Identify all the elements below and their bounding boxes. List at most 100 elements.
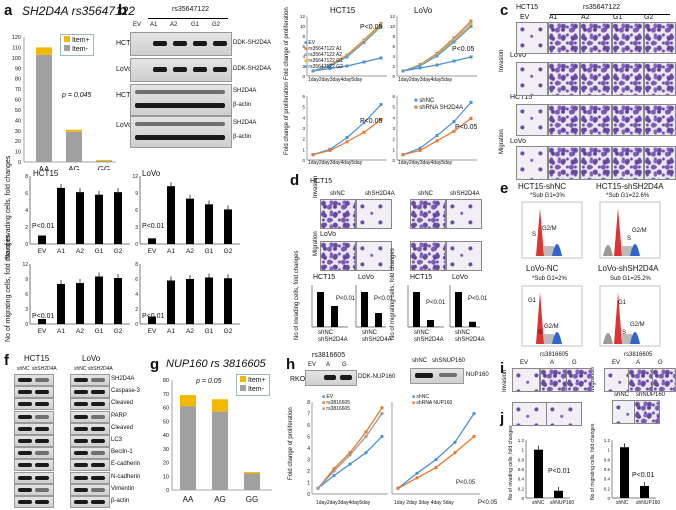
e-g1-peak: [536, 292, 544, 344]
c-col-ev: EV: [520, 14, 530, 21]
growth-ytick: 8: [392, 34, 395, 39]
h-point: [472, 411, 476, 416]
bars-ytick: 0: [135, 322, 138, 328]
d-col4: shSH2D4A: [450, 191, 480, 197]
e-g2m-1: G2/M: [542, 226, 557, 232]
growth-line-shNC: [312, 104, 382, 156]
growth-point: [452, 120, 456, 124]
bars-xtick-G2: G2: [114, 328, 123, 335]
c-micrograph: [644, 146, 676, 180]
growth-point: [362, 121, 366, 125]
i-kd2: shNUP160: [636, 392, 666, 398]
d-x2: shNC shSH2D4A: [362, 330, 392, 343]
c-cell-lovo1: LoVo: [510, 52, 526, 59]
bars-ytick: 4: [135, 292, 138, 298]
f-protein-label: Cleaved: [111, 400, 134, 407]
g-ytick: 70: [163, 392, 169, 398]
invasion-migration-bars: 0 2 4 6 8 EV A1 A2 G1 G2 0 3 6 9 12 EV A1 A2 G1 G2 0 3 6 9 12 EV A…: [22, 174, 240, 335]
h-point: [396, 486, 400, 490]
bars-title-lovo: LoVo: [142, 169, 161, 178]
bar-HCT15 invasion-EV: [38, 235, 46, 244]
bar-HCT15 migration-A1: [57, 284, 65, 324]
panel-g-chart: 0 10 20 30 40 50 60 70 80 AA AG GG: [163, 378, 272, 504]
growth-point: [379, 103, 383, 107]
growth-point: [418, 148, 422, 152]
bar-LoVo invasion-G2: [224, 209, 232, 244]
c-col-g1: G1: [613, 14, 623, 21]
growth-title-hct15: HCT15: [330, 6, 356, 15]
f-protein-label: PARP: [111, 412, 127, 419]
panel-e-label: e: [500, 180, 509, 197]
bars-xtick-A2: A2: [76, 248, 84, 255]
j-ytick: 1.2: [604, 438, 611, 443]
g-ytick: 0: [166, 488, 169, 494]
h-point: [364, 430, 368, 434]
blot-label-ddk2: DDK-SH2D4A: [233, 66, 272, 72]
d-sub-lovo-2: LoVo: [452, 274, 468, 281]
bars-ytick: 2: [135, 307, 138, 313]
a-ytick: 20: [15, 139, 21, 145]
f-blot-Cleaved: [70, 398, 110, 411]
panel-a-legend: Item+ Item-: [60, 34, 94, 56]
h-line-shNC: [397, 413, 475, 489]
d-x1: shNC shSH2D4A: [318, 330, 348, 343]
growth-point: [469, 116, 473, 120]
lane-g2: G2: [212, 22, 221, 28]
bars-ytick: 3: [25, 307, 28, 313]
growth-point: [379, 117, 383, 121]
growth-legend-over: ■ EV ■ rs35647122 A1 ■ rs35647122 A2 ■ r…: [304, 40, 343, 70]
h-blot-nup160: [410, 368, 464, 384]
a-bar-AG-Item+: [66, 129, 82, 132]
growth-point: [345, 136, 349, 140]
e-s-phase: [622, 334, 632, 344]
growth-point: [345, 64, 349, 68]
d-bar-shSH2D4A: [469, 321, 476, 327]
growth-ytick: 2: [392, 137, 395, 142]
j-x3: shNC: [616, 500, 629, 506]
f-blot-Caspase-3: [70, 386, 110, 399]
d-pval-2: P<0.01: [374, 296, 394, 302]
i-micrograph: [628, 368, 654, 392]
e-g1-peak: [614, 292, 622, 344]
panel-g-pval: p = 0.05: [196, 378, 222, 385]
f-blot-Cleaved: [70, 422, 110, 435]
d-ylabel-mig: No of migrating cells, fold changes: [390, 248, 396, 340]
i-micrograph: [604, 368, 630, 392]
growth-xlabels-1: 1day2day3day4day5day: [308, 77, 363, 83]
growth-ytick: 6: [392, 94, 395, 99]
d-col2: shSH2D4A: [365, 191, 395, 197]
d-row-mig: Migration: [313, 231, 319, 256]
growth-xlabels-2: 1day2day3day4day5day: [398, 77, 453, 83]
f-lane2: shSH2D4A: [32, 366, 57, 372]
a-bar-AG-Item-: [66, 131, 82, 162]
d-row-inv: Invasion: [313, 175, 319, 198]
g-ytick: 20: [163, 461, 169, 467]
g-bar-GG-Item+: [244, 472, 260, 474]
h-ytick: 2: [307, 469, 310, 475]
bars-ytick: 6: [25, 292, 28, 298]
i-micrograph: [512, 368, 540, 392]
growth-point: [452, 59, 456, 63]
growth-point: [328, 67, 332, 70]
panel-j-bars: 0 0.2 0.4 0.6 0.8 1 1.2 0 0.2 0.4 0.6 0.8 1 1.2: [518, 438, 656, 501]
growth-ytick: 3: [392, 126, 395, 131]
h-pval1: P<0.05: [456, 480, 476, 486]
h-xlabels-1: 1day2day3day4day5day: [316, 500, 371, 506]
c-micrograph: [580, 146, 612, 180]
i-micrograph: [652, 368, 676, 392]
growth-point: [345, 140, 349, 144]
f-cell1: HCT15: [24, 354, 50, 363]
blot-sh2d4a-hct15: [130, 84, 232, 116]
f-protein-label: Cleaved: [111, 424, 134, 431]
d-sub-lovo: LoVo: [358, 274, 374, 281]
growth-point: [435, 133, 439, 137]
bars-pval-3: P<0.01: [32, 313, 55, 320]
g-xtick-GG: GG: [246, 495, 258, 504]
e-title-1: HCT15-shNC: [518, 182, 567, 191]
growth-ytick: 2: [302, 64, 305, 69]
d-bar-shSH2D4A: [427, 320, 434, 327]
growth-ytick: 2: [392, 64, 395, 69]
bar-HCT15 migration-G1: [95, 276, 103, 324]
f-blot-PARP: [70, 410, 110, 423]
bars-xtick-A1: A1: [57, 248, 65, 255]
